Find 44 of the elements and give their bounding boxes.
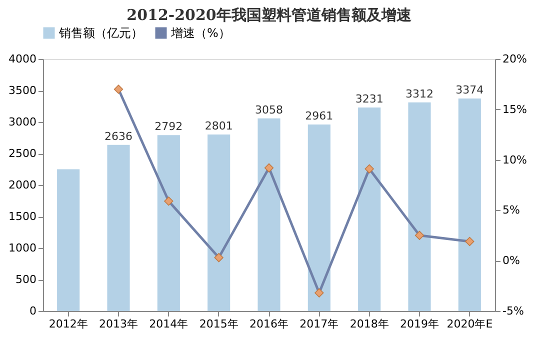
y2-tick-label: 10%	[502, 153, 527, 166]
y-tick-label: 2000	[8, 178, 36, 192]
y-tick-label: 1000	[8, 242, 36, 254]
legend-label: 增速（%）	[170, 26, 230, 40]
bar	[107, 144, 130, 311]
bar	[208, 134, 230, 311]
chart-title: 2012-2020年我国塑料管道销售额及增速	[126, 6, 412, 24]
data-label: 2961	[305, 109, 334, 122]
x-tick-label: 2019年	[400, 318, 439, 330]
y-tick-label: 4000	[8, 52, 36, 66]
bar	[157, 135, 180, 311]
x-tick-label: 2016年	[250, 318, 288, 330]
x-tick-label: 2012年	[48, 318, 88, 330]
y-tick-label: 500	[16, 273, 36, 286]
y-tick-label: 1500	[8, 210, 36, 223]
bar	[57, 169, 80, 311]
y-tick-label: 2500	[8, 147, 36, 160]
y2-tick-label: 5%	[502, 204, 520, 217]
x-tick-label: 2015年	[199, 318, 238, 330]
bar	[308, 124, 330, 311]
bar	[258, 118, 280, 311]
y2-tick-label: 15%	[502, 102, 527, 116]
data-label: 2636	[104, 130, 132, 143]
data-label: 3231	[355, 92, 384, 106]
x-tick-label: 2020年E	[446, 318, 493, 330]
data-label: 3374	[456, 83, 484, 96]
y-tick-label: 3500	[8, 84, 36, 97]
y-tick-label: 0	[30, 304, 36, 318]
data-label: 2792	[154, 120, 183, 134]
bar	[358, 107, 381, 311]
bar	[408, 102, 431, 311]
data-label: 3312	[406, 87, 434, 100]
y2-tick-label: 0%	[502, 254, 520, 268]
x-tick-label: 2013年	[99, 318, 138, 330]
y2-tick-label: 20%	[502, 52, 527, 66]
y-tick-label: 3000	[8, 116, 36, 128]
x-tick-label: 2014年	[149, 318, 188, 330]
data-label: 3058	[255, 103, 283, 116]
bar	[458, 98, 481, 311]
x-tick-label: 2017年	[300, 318, 339, 330]
y2-tick-label: -5%	[502, 304, 524, 318]
legend-label: 销售额（亿元）	[58, 26, 143, 40]
x-tick-label: 2018年	[350, 318, 389, 330]
data-label: 2801	[204, 120, 233, 133]
